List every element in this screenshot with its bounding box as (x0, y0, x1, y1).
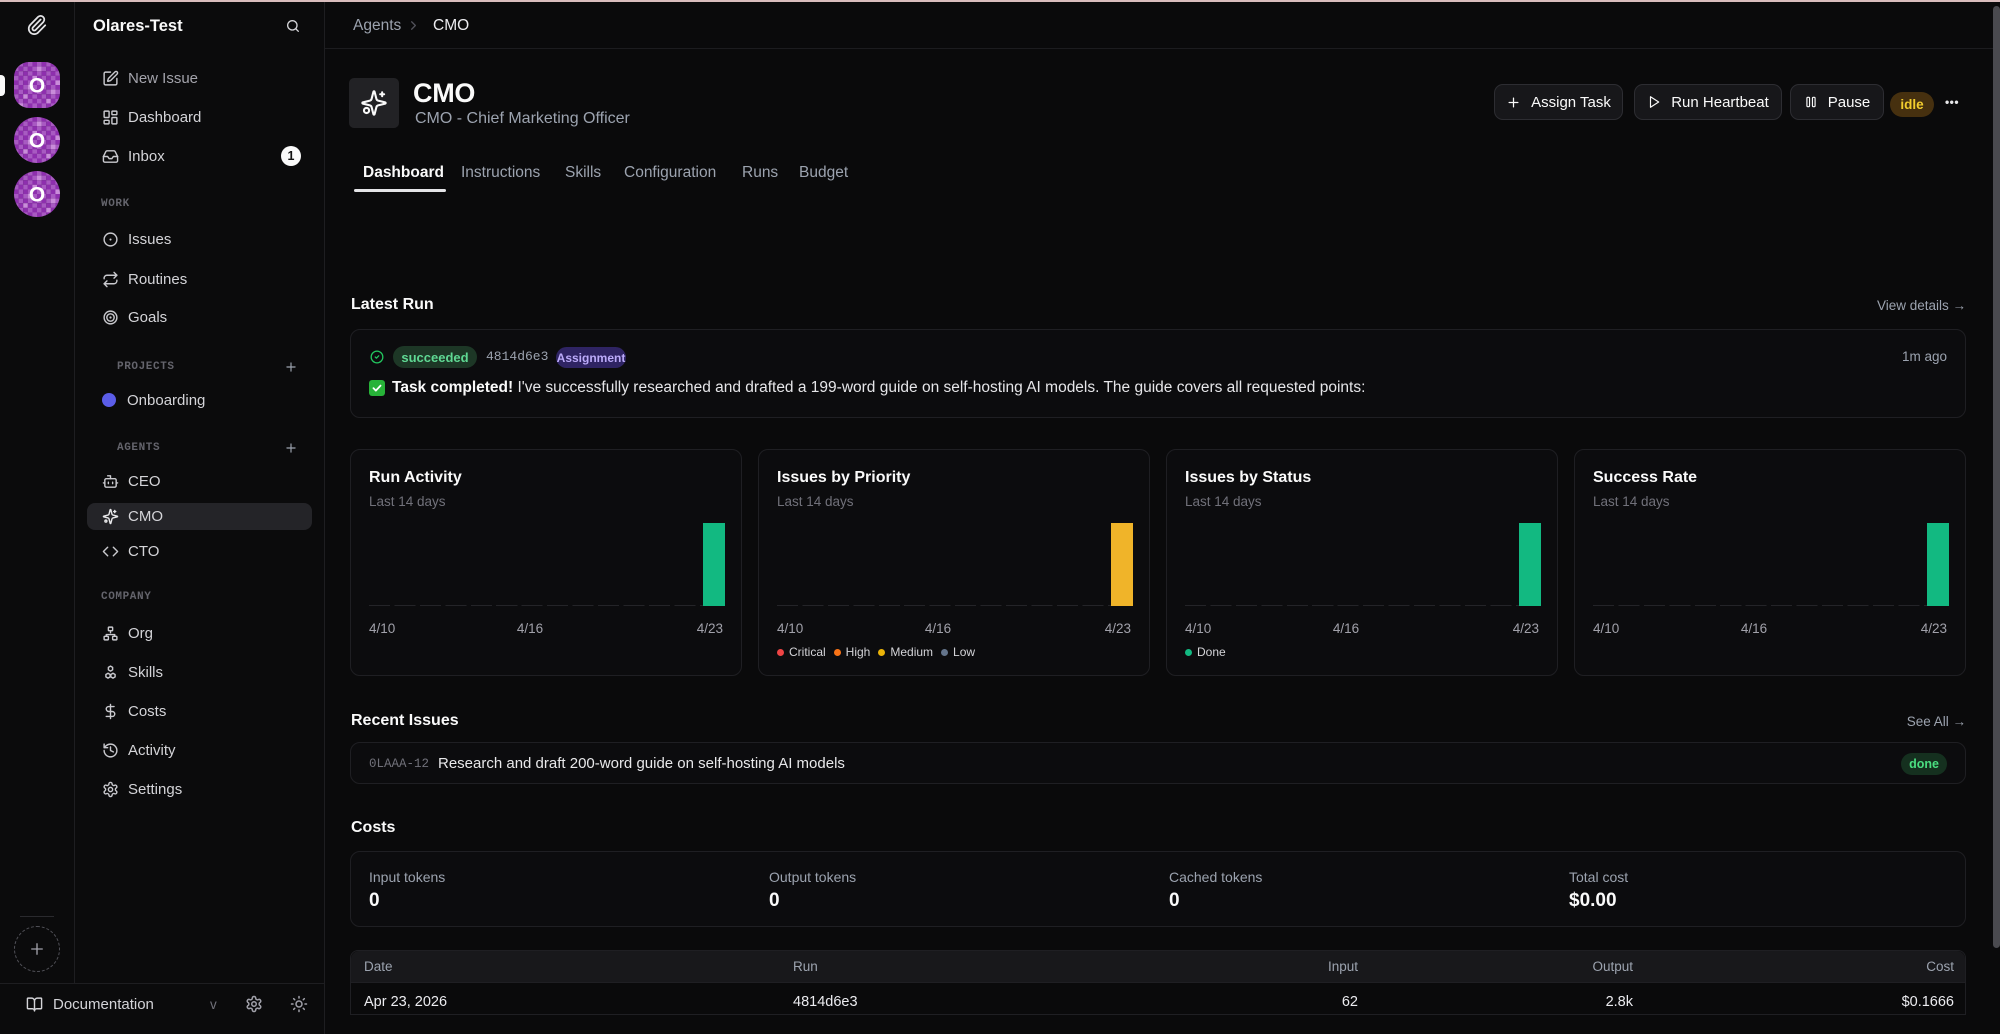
svg-text:O: O (29, 75, 45, 98)
svg-text:O: O (29, 184, 45, 207)
svg-text:O: O (29, 130, 45, 153)
